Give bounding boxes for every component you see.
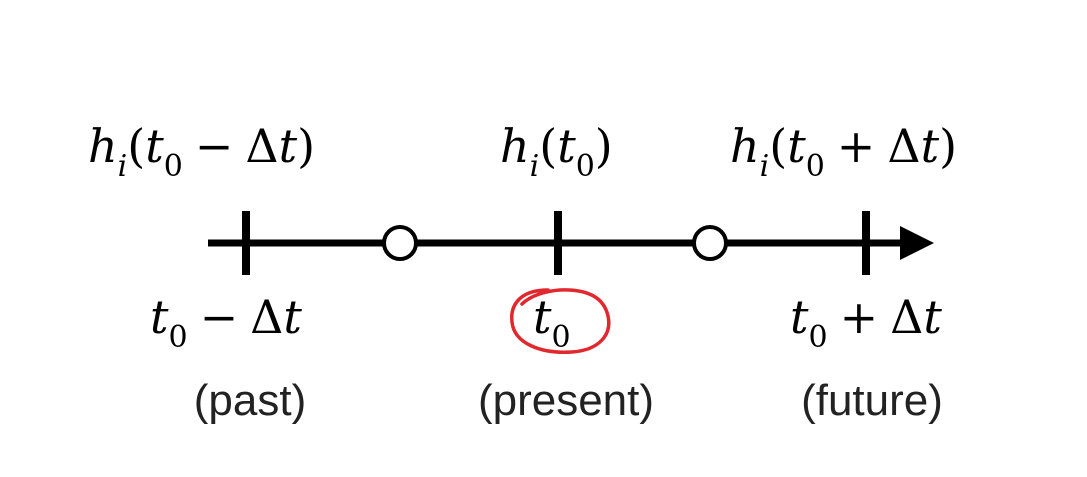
arrow-head-icon (900, 226, 934, 260)
label-h-present: hi(t0) (500, 119, 613, 184)
midpoint-marker-right (692, 225, 728, 261)
label-h-past: hi(t0− Δt) (88, 119, 315, 184)
caption-past: (past) (194, 376, 306, 425)
label-t-present: t0 (533, 290, 571, 355)
midpoint-marker-left (382, 225, 418, 261)
highlight-circle (510, 288, 611, 354)
caption-future: (future) (801, 376, 943, 425)
label-t-past: t0− Δt (150, 290, 302, 355)
caption-present: (present) (478, 376, 654, 425)
label-t-future: t0 + Δt (790, 290, 942, 355)
label-h-future: hi(t0 + Δt) (730, 119, 957, 184)
